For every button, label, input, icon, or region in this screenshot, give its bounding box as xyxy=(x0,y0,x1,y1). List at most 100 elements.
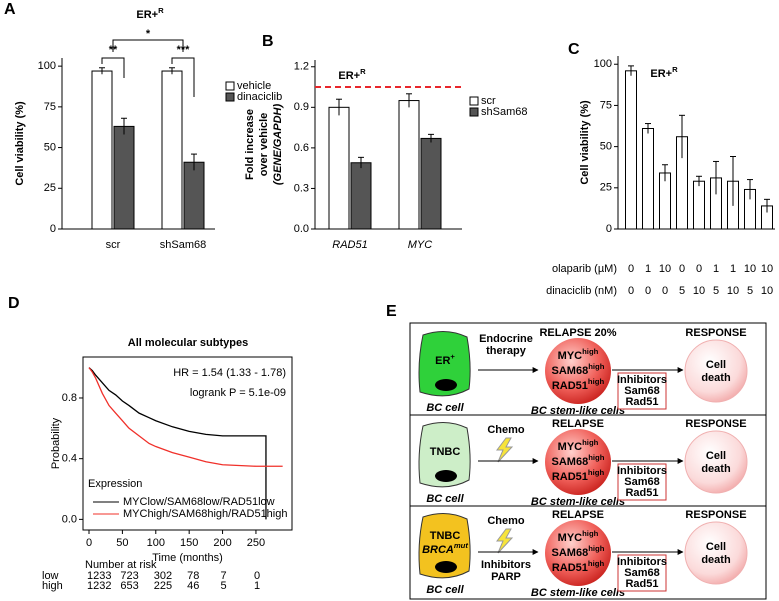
y-tick-label: 0.8 xyxy=(62,392,77,404)
outcome: death xyxy=(701,463,731,475)
x-axis-label: Time (months) xyxy=(152,552,223,564)
title-main: ER+ xyxy=(136,9,158,21)
treatment: therapy xyxy=(486,345,527,357)
cell xyxy=(418,422,471,488)
x-tick-label: 50 xyxy=(116,537,128,549)
legend-swatch xyxy=(225,81,235,91)
risk-value: 7 xyxy=(221,570,227,582)
bracket xyxy=(101,57,125,78)
condition-value: 10 xyxy=(744,263,756,275)
chart-title: ER+R xyxy=(136,6,164,21)
condition-value: 1 xyxy=(713,263,719,275)
condition-value: 0 xyxy=(696,263,702,275)
condition-value: 10 xyxy=(693,285,705,297)
relapse-label: RELAPSE 20% xyxy=(539,327,616,339)
chart-title: ER+R xyxy=(338,67,366,82)
response-cell xyxy=(684,339,748,403)
nucleus xyxy=(435,470,457,482)
legend-label: shSam68 xyxy=(481,106,527,118)
marker: SAM68high xyxy=(552,544,605,559)
nucleus xyxy=(435,561,457,573)
text-part: BRCA xyxy=(422,544,454,556)
text-part: MYC xyxy=(558,350,583,362)
response-label: RESPONSE xyxy=(685,327,746,339)
response-cell xyxy=(684,430,748,494)
risk-value: 0 xyxy=(254,570,260,582)
y-tick-label: 100 xyxy=(594,58,612,70)
bar xyxy=(328,106,350,230)
x-tick-label: 150 xyxy=(180,537,198,549)
cell-caption: BC cell xyxy=(426,402,464,414)
text-part: ER xyxy=(435,355,450,367)
lightning xyxy=(496,437,514,463)
risk-value: 653 xyxy=(120,580,138,592)
y-tick-label: 100 xyxy=(38,60,56,72)
marker: SAM68high xyxy=(552,453,605,468)
x-tick-label: shSam68 xyxy=(160,239,206,251)
text-part: SAM68 xyxy=(552,365,589,377)
stem-caption: BC stem-like cells xyxy=(531,496,625,508)
inhibitor-box xyxy=(617,463,667,501)
text-part: high xyxy=(588,468,605,477)
response-cell xyxy=(684,521,748,585)
inhibitor: Inhibitors xyxy=(617,556,667,568)
stem-caption: BC stem-like cells xyxy=(531,587,625,599)
text-part: high xyxy=(588,377,605,386)
stem-cell xyxy=(545,429,611,495)
x-tick-label: 200 xyxy=(213,537,231,549)
bar xyxy=(659,172,671,230)
condition-value: 1 xyxy=(645,263,651,275)
x-tick-label: MYC xyxy=(408,239,433,251)
inhibitor: Sam68 xyxy=(624,567,659,579)
condition-label: olaparib (µM) xyxy=(552,263,617,275)
risk-value: 1 xyxy=(254,580,260,592)
cell xyxy=(418,513,471,579)
x-tick-label: 0 xyxy=(86,537,92,549)
stem-caption: BC stem-like cells xyxy=(531,405,625,417)
inhibitor-box xyxy=(617,372,667,410)
annotation: HR = 1.54 (1.33 - 1.78) xyxy=(173,367,286,379)
risk-value: 1233 xyxy=(87,570,111,582)
y-tick-label: 0 xyxy=(606,223,612,235)
y-axis-label: Probability xyxy=(50,417,62,469)
title-sup: R xyxy=(158,6,164,15)
y-tick-label: 0.0 xyxy=(62,513,77,525)
response-label: RESPONSE xyxy=(685,509,746,521)
marker: RAD51high xyxy=(552,559,605,574)
outcome: death xyxy=(701,554,731,566)
text-part: high xyxy=(588,362,605,371)
outcome: Cell xyxy=(706,450,726,462)
treatment: PARP xyxy=(491,571,521,583)
cell xyxy=(418,331,471,397)
panel-label: B xyxy=(262,33,274,50)
y-axis-label: (GENE/GAPDH) xyxy=(272,104,284,186)
bar xyxy=(693,180,705,230)
bar xyxy=(113,125,135,230)
cell-label: BRCAmut xyxy=(422,541,468,556)
title-sup: R xyxy=(360,67,366,76)
condition-value: 10 xyxy=(659,263,671,275)
risk-value: 723 xyxy=(120,570,138,582)
cell-label: TNBC xyxy=(430,530,461,542)
risk-value: 302 xyxy=(154,570,172,582)
significance-brackets xyxy=(101,39,195,97)
lightning xyxy=(496,528,514,554)
plot-frame xyxy=(82,356,293,531)
bar xyxy=(625,70,637,230)
marker: MYChigh xyxy=(558,529,599,544)
text-part: RAD51 xyxy=(552,471,588,483)
marker: RAD51high xyxy=(552,377,605,392)
bar xyxy=(642,127,654,230)
y-tick-label: 1.2 xyxy=(294,61,309,73)
condition-value: 5 xyxy=(713,285,719,297)
x-tick-label: 100 xyxy=(147,537,165,549)
treatment: Endocrine xyxy=(479,333,533,345)
text-part: RAD51 xyxy=(552,380,588,392)
condition-value: 0 xyxy=(628,263,634,275)
significance: ** xyxy=(109,44,118,56)
response-label: RESPONSE xyxy=(685,418,746,430)
chart-title: All molecular subtypes xyxy=(128,337,248,349)
treatment: Inhibitors xyxy=(481,559,531,571)
y-tick-label: 75 xyxy=(44,101,56,113)
